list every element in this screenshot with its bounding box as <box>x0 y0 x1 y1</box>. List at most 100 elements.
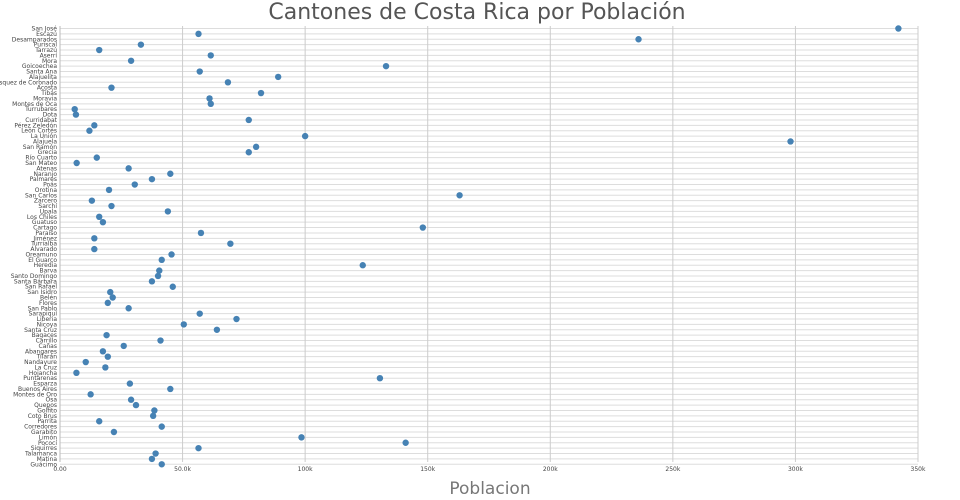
data-point[interactable] <box>91 122 98 129</box>
data-point[interactable] <box>102 364 109 371</box>
y-tick-label: León Cortés <box>21 128 57 135</box>
data-point[interactable] <box>148 455 156 463</box>
data-point[interactable] <box>164 208 172 215</box>
data-point[interactable] <box>108 84 115 91</box>
data-point[interactable] <box>359 262 366 269</box>
data-point[interactable] <box>71 106 78 113</box>
data-point[interactable] <box>104 299 112 307</box>
data-point[interactable] <box>99 348 107 355</box>
data-point[interactable] <box>96 46 103 54</box>
data-point[interactable] <box>149 412 157 420</box>
y-tick-label: Alajuela <box>33 138 57 145</box>
y-tick-label: Abangares <box>25 348 57 355</box>
data-point[interactable] <box>88 197 96 204</box>
y-tick-label: Guácimo <box>30 461 57 468</box>
data-point[interactable] <box>298 434 305 441</box>
data-point[interactable] <box>195 444 202 452</box>
data-point[interactable] <box>167 170 174 177</box>
data-point[interactable] <box>125 305 132 312</box>
data-point[interactable] <box>196 68 203 75</box>
data-point[interactable] <box>107 288 114 296</box>
data-point[interactable] <box>120 342 127 350</box>
data-point[interactable] <box>96 213 103 220</box>
data-point[interactable] <box>86 127 93 134</box>
data-point[interactable] <box>91 245 98 253</box>
y-tick-label: San Carlos <box>25 192 57 199</box>
data-point[interactable] <box>91 235 98 242</box>
data-point[interactable] <box>224 79 232 86</box>
data-point[interactable] <box>227 240 234 247</box>
data-point[interactable] <box>169 283 176 290</box>
y-gridlines <box>60 28 918 465</box>
data-point[interactable] <box>73 369 80 377</box>
x-tick-labels: 0.00 50.0k 100k 150k 200k 250k 300k 350k <box>53 466 926 473</box>
data-point[interactable] <box>456 192 463 199</box>
data-point[interactable] <box>87 391 94 398</box>
data-point[interactable] <box>233 315 240 323</box>
y-tick-label: Puntarenas <box>23 375 57 382</box>
y-tick-label: Los Chiles <box>27 214 57 221</box>
data-point[interactable] <box>196 310 203 317</box>
data-point[interactable] <box>132 401 140 409</box>
data-point[interactable] <box>148 278 156 285</box>
data-point[interactable] <box>252 143 260 151</box>
y-tick-label: San Ramón <box>23 144 57 151</box>
data-points <box>71 25 902 468</box>
y-tick-label: Moravia <box>33 95 57 102</box>
data-point[interactable] <box>156 267 163 274</box>
data-point[interactable] <box>245 149 252 156</box>
data-point[interactable] <box>125 165 132 172</box>
data-point[interactable] <box>103 331 110 339</box>
data-point[interactable] <box>73 159 80 167</box>
data-point[interactable] <box>158 461 165 468</box>
data-point[interactable] <box>158 256 165 264</box>
data-point[interactable] <box>151 407 158 414</box>
data-point[interactable] <box>167 385 174 393</box>
data-point[interactable] <box>207 52 214 59</box>
data-point[interactable] <box>207 100 214 108</box>
data-point[interactable] <box>104 353 112 360</box>
data-point[interactable] <box>148 175 156 183</box>
data-point[interactable] <box>213 326 221 333</box>
data-point[interactable] <box>127 396 135 403</box>
data-point[interactable] <box>82 358 89 366</box>
data-point[interactable] <box>787 138 794 145</box>
data-point[interactable] <box>93 154 100 161</box>
data-point[interactable] <box>257 89 265 97</box>
data-point[interactable] <box>382 62 390 70</box>
y-tick-label: Tilarán <box>36 354 58 361</box>
data-point[interactable] <box>126 380 134 387</box>
data-point[interactable] <box>109 294 116 301</box>
y-tick-label: Grecia <box>38 149 58 156</box>
data-point[interactable] <box>419 224 427 231</box>
data-point[interactable] <box>105 186 113 194</box>
y-tick-label: Siquirres <box>31 445 57 452</box>
data-point[interactable] <box>137 41 145 48</box>
data-point[interactable] <box>152 450 159 457</box>
data-point[interactable] <box>195 30 202 38</box>
data-point[interactable] <box>197 229 205 237</box>
data-point[interactable] <box>154 272 162 280</box>
y-tick-label: Escazú <box>36 31 57 38</box>
data-point[interactable] <box>131 181 138 188</box>
data-point[interactable] <box>274 73 282 81</box>
y-tick-label: Montes de Oca <box>12 101 57 108</box>
data-point[interactable] <box>376 375 384 382</box>
data-point[interactable] <box>127 57 135 64</box>
data-point[interactable] <box>168 251 175 258</box>
y-tick-label: Mora <box>42 58 57 65</box>
data-point[interactable] <box>158 423 165 430</box>
data-point[interactable] <box>96 418 103 425</box>
data-point[interactable] <box>180 321 187 328</box>
data-point[interactable] <box>402 439 409 446</box>
data-point[interactable] <box>99 218 107 226</box>
data-point[interactable] <box>157 337 164 344</box>
data-point[interactable] <box>301 132 309 140</box>
data-point[interactable] <box>635 36 642 43</box>
data-point[interactable] <box>110 428 118 436</box>
data-point[interactable] <box>108 202 115 210</box>
data-point[interactable] <box>72 111 80 118</box>
data-point[interactable] <box>245 116 252 124</box>
data-point[interactable] <box>206 95 213 102</box>
data-point[interactable] <box>895 25 902 32</box>
